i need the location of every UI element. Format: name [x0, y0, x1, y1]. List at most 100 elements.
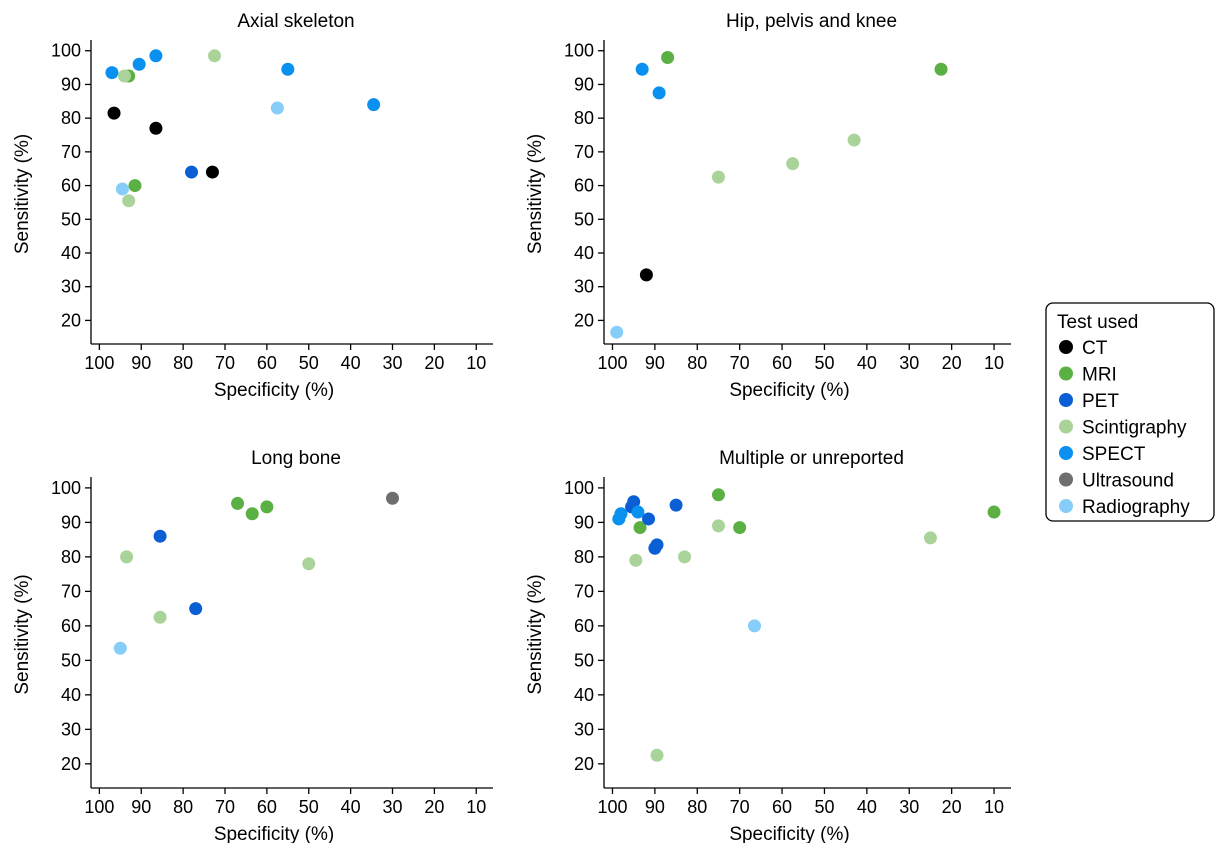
- data-point-radiography: [113, 641, 127, 655]
- x-tick-label: 50: [814, 353, 834, 373]
- y-tick-label: 20: [574, 754, 594, 774]
- legend-marker-pet: [1059, 393, 1073, 407]
- x-tick-label: 60: [772, 353, 792, 373]
- y-axis-label: Sensitivity (%): [12, 134, 33, 254]
- data-point-radiography: [610, 325, 624, 339]
- y-tick-label: 90: [574, 74, 594, 94]
- legend-marker-mri: [1059, 366, 1073, 381]
- x-tick-label: 90: [645, 353, 665, 373]
- legend-title: Test used: [1057, 312, 1138, 333]
- x-tick-label: 40: [857, 797, 877, 817]
- data-point-scintigraphy: [650, 748, 664, 762]
- x-tick-label: 30: [382, 353, 402, 373]
- data-point-pet: [642, 512, 656, 526]
- data-point-mri: [231, 496, 245, 510]
- x-tick-label: 100: [84, 797, 114, 817]
- y-tick-label: 80: [574, 547, 594, 567]
- legend-label: Radiography: [1082, 497, 1190, 518]
- y-tick-label: 80: [61, 108, 81, 128]
- legend-marker-spect: [1059, 446, 1073, 460]
- x-axis-label: Specificity (%): [214, 824, 334, 843]
- legend-label: Ultrasound: [1082, 471, 1174, 492]
- y-tick-label: 30: [61, 719, 81, 739]
- x-tick-label: 70: [730, 797, 750, 817]
- x-tick-label: 40: [857, 353, 877, 373]
- panel-title: Axial skeleton: [237, 11, 354, 32]
- y-tick-label: 50: [61, 209, 81, 229]
- y-tick-label: 60: [574, 616, 594, 636]
- legend-marker-ct: [1059, 340, 1073, 354]
- x-tick-label: 100: [597, 353, 627, 373]
- data-point-mri: [711, 488, 725, 502]
- x-tick-label: 20: [942, 797, 962, 817]
- data-point-spect: [367, 98, 381, 112]
- data-point-pet: [650, 538, 664, 552]
- data-point-scintigraphy: [847, 133, 861, 147]
- y-tick-label: 90: [574, 512, 594, 532]
- data-point-scintigraphy: [711, 170, 725, 184]
- y-tick-label: 80: [574, 108, 594, 128]
- y-tick-label: 100: [564, 478, 594, 498]
- y-axis-label: Sensitivity (%): [525, 574, 546, 694]
- x-tick-label: 20: [424, 353, 444, 373]
- x-tick-label: 30: [899, 797, 919, 817]
- legend-marker-ultrasound: [1059, 472, 1073, 487]
- legend-label: MRI: [1082, 365, 1117, 386]
- data-point-scintigraphy: [153, 610, 167, 624]
- data-point-scintigraphy: [118, 69, 131, 83]
- data-point-mri: [934, 62, 948, 76]
- data-point-scintigraphy: [208, 49, 222, 63]
- x-tick-label: 60: [772, 797, 792, 817]
- y-tick-label: 60: [61, 176, 81, 196]
- legend-label: Scintigraphy: [1082, 418, 1187, 439]
- legend-box: [1045, 302, 1215, 522]
- x-axis-label: Specificity (%): [214, 380, 334, 401]
- data-point-spect: [635, 62, 649, 76]
- x-tick-label: 90: [131, 797, 151, 817]
- y-tick-label: 70: [61, 581, 81, 601]
- data-point-scintigraphy: [120, 550, 134, 564]
- legend-label: SPECT: [1082, 444, 1146, 465]
- y-tick-label: 40: [61, 243, 81, 263]
- data-point-mri: [633, 521, 647, 535]
- data-point-ct: [639, 268, 653, 282]
- x-tick-label: 50: [299, 353, 319, 373]
- legend-label: CT: [1082, 338, 1108, 359]
- x-tick-label: 70: [215, 797, 235, 817]
- x-tick-label: 60: [257, 797, 277, 817]
- x-tick-label: 20: [942, 353, 962, 373]
- x-tick-label: 80: [687, 797, 707, 817]
- y-tick-label: 30: [574, 277, 594, 297]
- y-tick-label: 20: [61, 310, 81, 330]
- data-point-ultrasound: [386, 491, 399, 505]
- y-tick-label: 90: [61, 512, 81, 532]
- data-point-radiography: [270, 101, 284, 115]
- x-tick-label: 30: [382, 797, 402, 817]
- data-point-ct: [149, 121, 163, 135]
- data-point-mri: [128, 179, 142, 193]
- y-tick-label: 60: [574, 176, 594, 196]
- x-axis-label: Specificity (%): [729, 824, 849, 843]
- y-tick-label: 50: [61, 650, 81, 670]
- y-tick-label: 70: [61, 142, 81, 162]
- y-tick-label: 70: [574, 142, 594, 162]
- x-tick-label: 90: [131, 353, 151, 373]
- x-tick-label: 60: [257, 353, 277, 373]
- y-tick-label: 40: [61, 685, 81, 705]
- x-tick-label: 70: [730, 353, 750, 373]
- data-point-spect: [652, 86, 666, 100]
- legend-marker-scintigraphy: [1059, 419, 1073, 434]
- data-point-pet: [669, 498, 683, 512]
- y-tick-label: 40: [574, 243, 594, 263]
- y-tick-label: 50: [574, 650, 594, 670]
- x-tick-label: 50: [814, 797, 834, 817]
- data-point-pet: [185, 165, 198, 179]
- data-point-scintigraphy: [711, 519, 725, 533]
- panel-title: Long bone: [251, 448, 341, 469]
- data-point-pet: [627, 495, 641, 509]
- x-tick-label: 10: [984, 797, 1004, 817]
- y-tick-label: 70: [574, 581, 594, 601]
- data-point-scintigraphy: [122, 194, 136, 208]
- data-point-radiography: [115, 182, 129, 196]
